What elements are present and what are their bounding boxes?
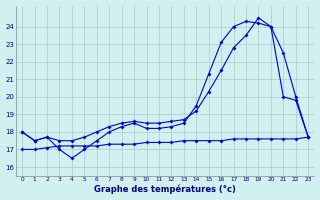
- X-axis label: Graphe des températures (°c): Graphe des températures (°c): [94, 185, 236, 194]
